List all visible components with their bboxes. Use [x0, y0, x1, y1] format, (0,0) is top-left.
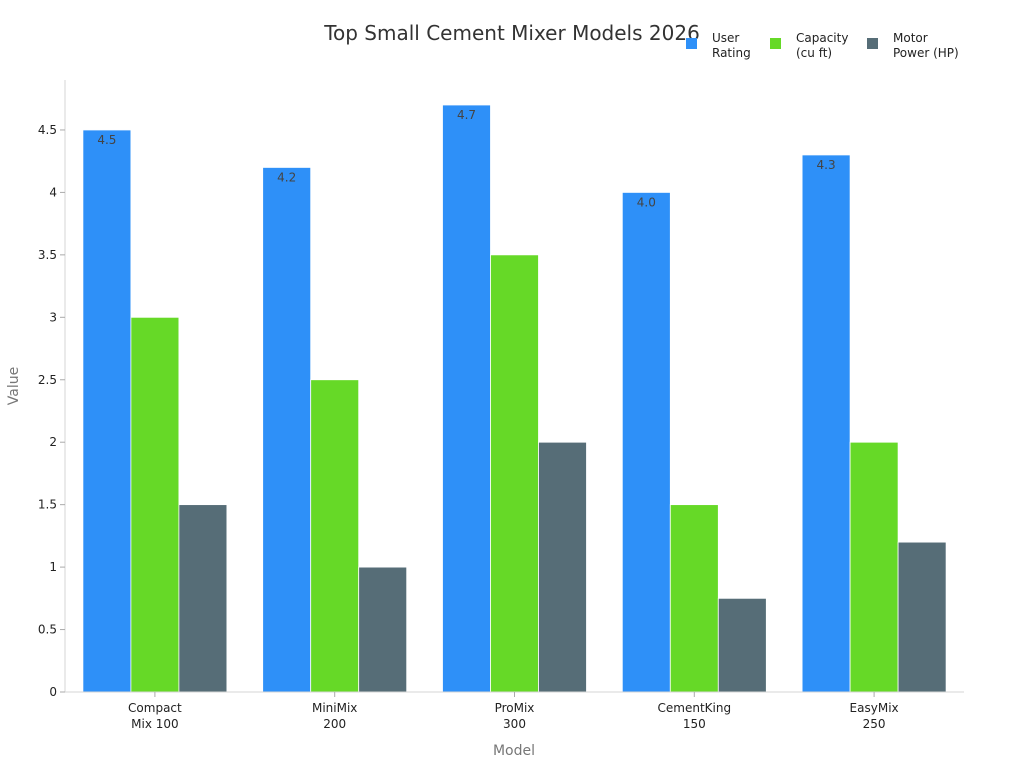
legend-label: User Rating — [712, 31, 751, 60]
bar-motor-power-hp--3[interactable] — [717, 597, 767, 693]
legend-item[interactable]: User Rating — [686, 31, 751, 60]
bar-data-label: 4.0 — [637, 195, 656, 209]
bar-user-rating-0[interactable] — [82, 129, 132, 693]
bar-data-label: 4.2 — [277, 170, 296, 184]
legend-item[interactable]: Capacity (cu ft) — [770, 31, 848, 60]
legend-swatch — [770, 38, 781, 49]
bar-capacity-cu-ft--0[interactable] — [130, 316, 180, 693]
x-tick-label: CementKing 150 — [658, 701, 732, 731]
axes-group: 0 0.5 1 1.5 2 2.5 3 3.5 4 4.5 Compact Mix 100 MiniMi… — [38, 80, 964, 731]
bar-capacity-cu-ft--3[interactable] — [669, 504, 719, 693]
chart-legend: User Rating Capacity (cu ft) Motor Power (HP) — [686, 31, 959, 60]
y-tick-label: 1.5 — [38, 498, 57, 512]
bar-user-rating-1[interactable] — [262, 167, 312, 693]
y-tick-label: 0 — [49, 685, 57, 699]
y-tick-label: 0.5 — [38, 623, 57, 637]
legend-swatch — [867, 38, 878, 49]
bars-group: 4.5 4.2 4.7 4.0 4.3 — [82, 104, 947, 693]
bar-user-rating-2[interactable] — [442, 104, 491, 693]
legend-swatch — [686, 38, 697, 49]
bar-data-label: 4.3 — [817, 158, 836, 172]
x-tick-label: ProMix 300 — [495, 701, 535, 731]
y-tick-label: 4.5 — [38, 123, 57, 137]
bar-data-label: 4.5 — [97, 133, 116, 147]
bar-motor-power-hp--0[interactable] — [178, 504, 228, 693]
x-tick-label: EasyMix 250 — [850, 701, 899, 731]
chart-title: Top Small Cement Mixer Models 2026 — [323, 21, 700, 45]
bar-motor-power-hp--4[interactable] — [897, 541, 947, 693]
y-tick-label: 2 — [49, 435, 57, 449]
y-tick-label: 3.5 — [38, 248, 57, 262]
y-tick-label: 2.5 — [38, 373, 57, 387]
bar-capacity-cu-ft--1[interactable] — [310, 379, 360, 693]
bar-motor-power-hp--1[interactable] — [358, 566, 408, 693]
x-axis-title: Model — [493, 743, 535, 759]
bar-capacity-cu-ft--4[interactable] — [849, 441, 899, 693]
bar-user-rating-3[interactable] — [621, 192, 671, 693]
bar-data-label: 4.7 — [457, 108, 476, 122]
y-axis-title: Value — [6, 367, 22, 405]
legend-label: Motor Power (HP) — [893, 31, 959, 60]
y-tick-label: 3 — [49, 310, 57, 324]
y-tick-label: 1 — [49, 560, 57, 574]
x-tick-label: Compact Mix 100 — [128, 701, 182, 731]
legend-label: Capacity (cu ft) — [796, 31, 848, 60]
bar-motor-power-hp--2[interactable] — [538, 441, 587, 693]
y-tick-label: 4 — [49, 185, 57, 199]
bar-capacity-cu-ft--2[interactable] — [490, 254, 539, 693]
legend-item[interactable]: Motor Power (HP) — [867, 31, 959, 60]
x-tick-label: MiniMix 200 — [312, 701, 357, 731]
bar-user-rating-4[interactable] — [801, 154, 851, 693]
